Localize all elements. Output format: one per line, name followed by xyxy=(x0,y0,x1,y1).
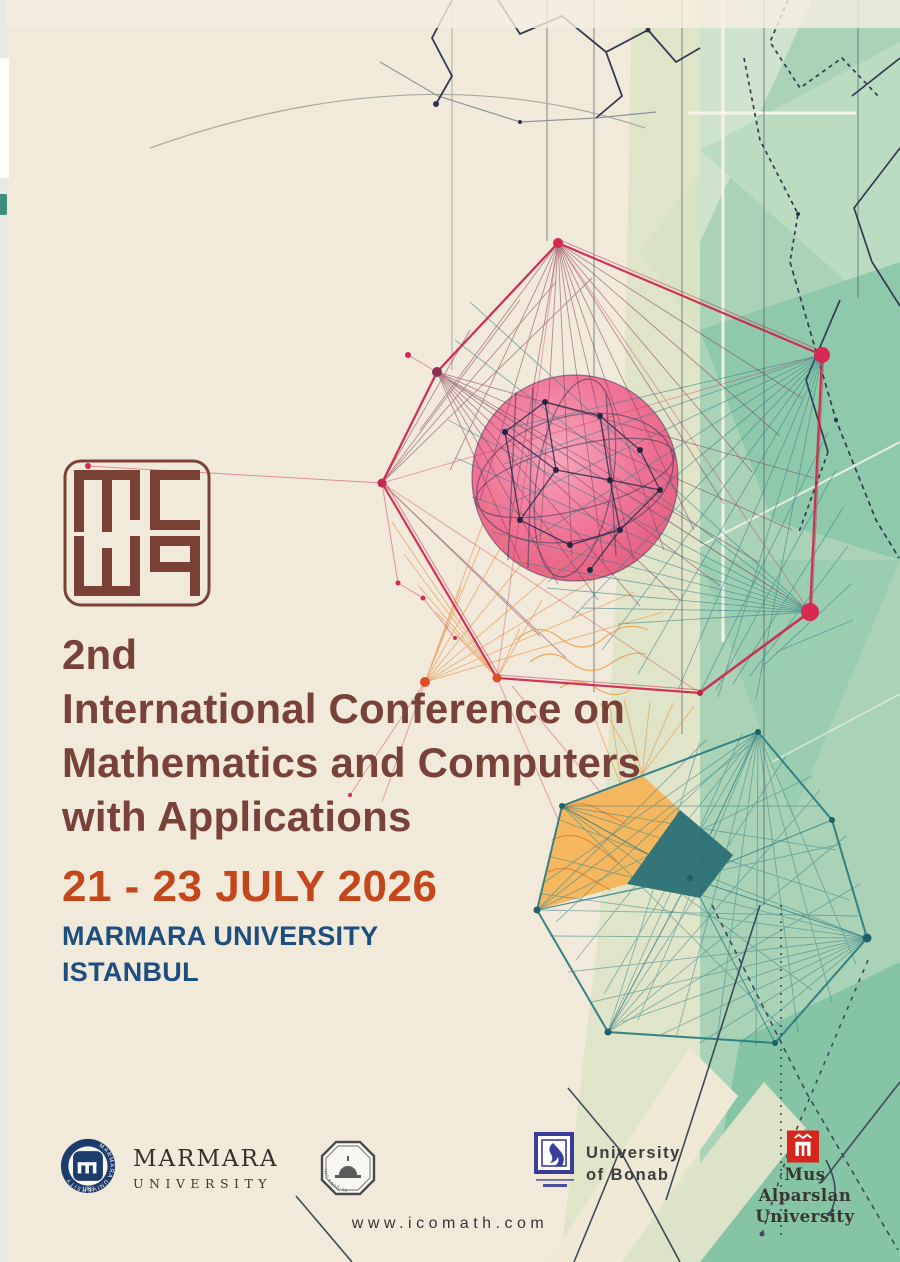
venue-block: MARMARA UNIVERSITY ISTANBUL xyxy=(62,918,378,990)
left-edge-strip xyxy=(0,0,7,1262)
left-edge-teal-mark xyxy=(0,194,7,215)
marmara-university-seal: MARMARA UNIVERSITY 1883 xyxy=(60,1138,116,1194)
venue-university: MARMARA UNIVERSITY xyxy=(62,921,379,951)
edition-text: 2nd xyxy=(62,631,138,678)
mus-line-1: Muş Alparslan xyxy=(758,1165,852,1205)
left-edge-highlight xyxy=(0,58,9,178)
conference-website: www.icomath.com xyxy=(351,1215,549,1232)
subtle-top-band xyxy=(0,0,900,28)
marmara-seal-year: 1883 xyxy=(82,1186,94,1192)
marmara-university-label: MARMARA UNIVERSITY xyxy=(133,1146,279,1191)
marmara-name: MARMARA xyxy=(133,1146,279,1172)
mcwa-monogram-letters xyxy=(74,470,200,596)
white-accent-lines xyxy=(688,0,900,763)
marmara-sub: UNIVERSITY xyxy=(133,1176,273,1191)
conference-title: 2nd International Conference on Mathemat… xyxy=(62,628,641,844)
conference-dates: 21 - 23 JULY 2026 xyxy=(62,862,438,911)
mus-alparslan-label: Muş Alparslan University xyxy=(735,1164,875,1227)
title-line-2: Mathematics and Computers xyxy=(62,739,642,786)
al-quds-university-seal: AL-QUDS UNIVERSITY xyxy=(318,1138,376,1196)
mcwa-logo xyxy=(63,459,211,607)
mus-alparslan-emblem xyxy=(787,1130,819,1163)
crimson-nodes xyxy=(85,238,830,797)
title-line-1: International Conference on xyxy=(62,685,626,732)
pink-network-graphic xyxy=(85,238,854,867)
green-facets xyxy=(548,0,900,1262)
mus-line-2: University xyxy=(755,1207,855,1226)
teal-polyhedron-graphic xyxy=(533,729,872,1047)
bottom-network-lines xyxy=(295,904,900,1262)
right-network-lines xyxy=(743,0,900,559)
bonab-university-emblem xyxy=(534,1132,574,1187)
bonab-university-label: University of Bonab xyxy=(586,1142,681,1186)
title-line-3: with Applications xyxy=(62,793,412,840)
bonab-line-1: University xyxy=(586,1144,681,1162)
venue-city: ISTANBUL xyxy=(62,957,199,987)
bonab-line-2: of Bonab xyxy=(586,1166,670,1184)
partner-logos-bar: MARMARA UNIVERSITY 1883 MARMARA UNIVERSI… xyxy=(0,1118,900,1262)
